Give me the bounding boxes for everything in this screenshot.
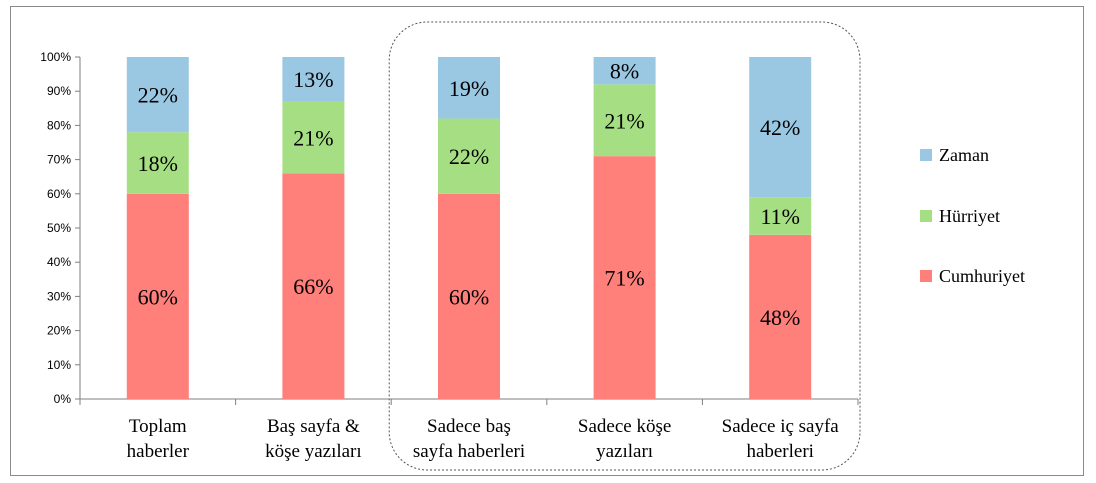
- data-label: 60%: [449, 284, 489, 309]
- bar-segment: [749, 197, 812, 235]
- bar-segment: [438, 193, 500, 399]
- legend-swatch: [920, 149, 932, 161]
- chart-frame: [10, 6, 1084, 476]
- data-label: 18%: [138, 151, 178, 176]
- y-tick-label: 10%: [47, 358, 71, 372]
- y-tick-label: 80%: [47, 118, 71, 132]
- data-label: 21%: [604, 108, 644, 133]
- category-label: Toplam: [129, 416, 187, 437]
- y-tick-label: 70%: [47, 153, 71, 167]
- y-tick-label: 60%: [47, 187, 71, 201]
- data-label: 11%: [760, 204, 800, 229]
- bar-segment: [593, 156, 656, 399]
- category-label: Baş sayfa &: [267, 416, 360, 437]
- highlight-group-box: [388, 21, 861, 471]
- y-tick-label: 100%: [40, 50, 71, 64]
- category-label: sayfa haberleri: [413, 441, 525, 462]
- category-label: Sadece iç sayfa: [722, 416, 840, 437]
- data-label: 60%: [138, 284, 178, 309]
- legend-label: Cumhuriyet: [939, 266, 1025, 286]
- data-label: 19%: [449, 76, 489, 101]
- category-label: haberler: [127, 441, 190, 462]
- legend-swatch: [920, 270, 932, 282]
- category-label: haberleri: [746, 441, 814, 462]
- bar-segment: [282, 57, 345, 102]
- y-tick-label: 20%: [47, 324, 71, 338]
- y-tick-label: 0%: [54, 392, 72, 406]
- legend-swatch: [920, 210, 932, 222]
- data-label: 66%: [293, 274, 333, 299]
- category-label: Sadece baş: [427, 416, 511, 437]
- bar-segment: [282, 173, 345, 399]
- data-label: 22%: [138, 83, 178, 108]
- category-label: Sadece köşe: [578, 416, 671, 437]
- y-tick-label: 90%: [47, 84, 71, 98]
- bar-segment: [593, 84, 656, 157]
- data-label: 48%: [760, 305, 800, 330]
- data-label: 22%: [449, 144, 489, 169]
- bar-segment: [438, 57, 500, 119]
- legend-label: Zaman: [939, 145, 989, 165]
- bar-segment: [593, 57, 656, 85]
- legend-label: Hürriyet: [939, 206, 1000, 226]
- bar-segment: [126, 193, 189, 399]
- bar-segment: [126, 57, 189, 133]
- category-label: yazıları: [596, 441, 653, 462]
- bar-segment: [282, 101, 345, 174]
- data-label: 42%: [760, 115, 800, 140]
- bar-segment: [749, 234, 812, 399]
- data-label: 13%: [293, 67, 333, 92]
- bar-segment: [749, 57, 812, 198]
- category-label: köşe yazıları: [265, 441, 362, 462]
- data-label: 21%: [293, 125, 333, 150]
- data-label: 8%: [610, 59, 639, 84]
- y-tick-label: 50%: [47, 221, 71, 235]
- y-tick-label: 30%: [47, 289, 71, 303]
- bar-segment: [126, 132, 189, 194]
- data-label: 71%: [604, 266, 644, 291]
- y-tick-label: 40%: [47, 255, 71, 269]
- bar-segment: [438, 118, 500, 194]
